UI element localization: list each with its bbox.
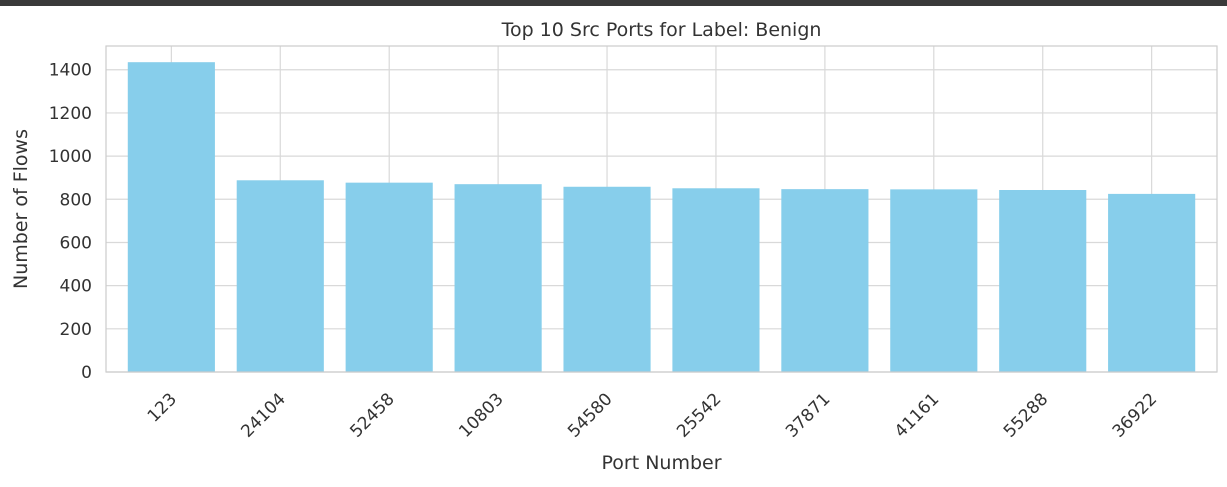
x-tick-label: 123 — [144, 389, 181, 426]
y-tick-label: 1400 — [49, 61, 92, 81]
y-tick-label: 400 — [60, 277, 92, 297]
y-tick-label: 1200 — [49, 104, 92, 124]
bar-54580 — [563, 186, 651, 372]
x-tick-labels: 123 24104 52458 10803 54580 25542 37871 41161 55… — [144, 389, 1161, 441]
bar-36922 — [1108, 193, 1196, 372]
x-tick-label: 41161 — [891, 389, 943, 441]
x-tick-label: 25542 — [673, 389, 725, 441]
y-tick-label: 0 — [81, 363, 92, 383]
y-tick-label: 800 — [60, 190, 92, 210]
y-tick-labels: 0 200 400 600 800 1000 1200 1400 — [49, 61, 92, 383]
y-axis-title: Number of Flows — [10, 129, 32, 289]
chart-title: Top 10 Src Ports for Label: Benign — [501, 19, 822, 41]
bar-52458 — [345, 182, 433, 372]
bar-25542 — [672, 188, 760, 372]
bar-55288 — [999, 190, 1087, 372]
x-axis-title: Port Number — [601, 452, 721, 474]
x-tick-label: 55288 — [1000, 389, 1052, 441]
bar-24104 — [236, 180, 324, 372]
y-tick-label: 600 — [60, 233, 92, 253]
x-tick-label: 36922 — [1109, 389, 1161, 441]
x-tick-label: 37871 — [782, 389, 834, 441]
bars — [127, 62, 1196, 373]
x-tick-label: 24104 — [237, 389, 289, 441]
bar-10803 — [454, 184, 542, 372]
bar-41161 — [890, 189, 978, 372]
plot-frame — [105, 45, 1218, 373]
x-tick-label: 52458 — [346, 389, 398, 441]
window-top-bar — [0, 0, 1227, 6]
bar-37871 — [781, 189, 869, 372]
x-tick-label: 54580 — [564, 389, 616, 441]
x-tick-label: 10803 — [455, 389, 507, 441]
bar-123 — [127, 62, 215, 373]
y-tick-label: 1000 — [49, 147, 92, 167]
y-tick-label: 200 — [60, 320, 92, 340]
